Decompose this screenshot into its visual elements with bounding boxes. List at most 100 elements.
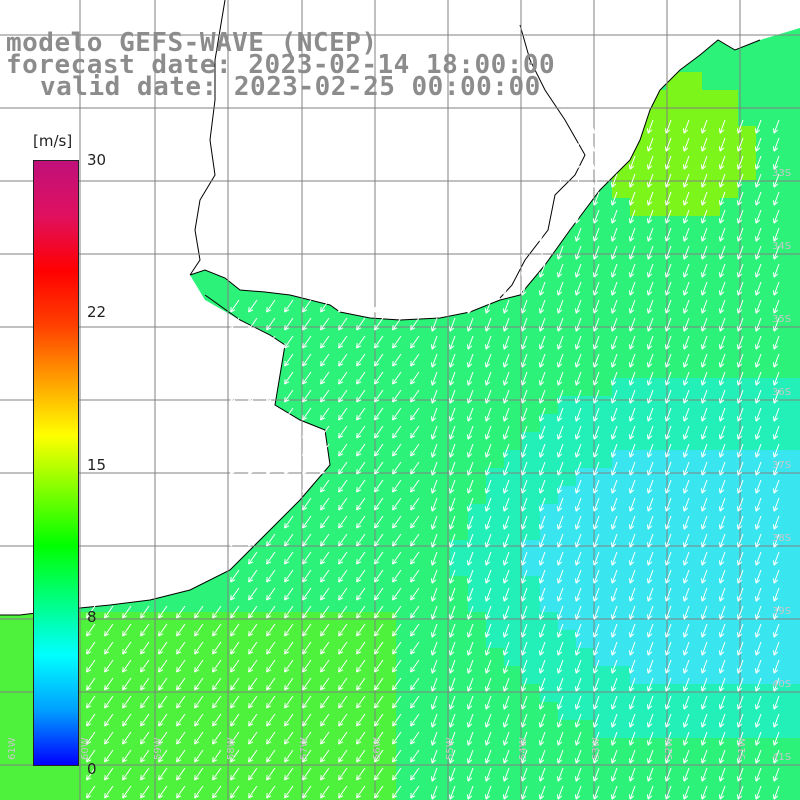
wind-speed-cell	[612, 684, 630, 702]
wind-speed-cell	[792, 180, 800, 198]
wind-speed-cell	[648, 396, 666, 414]
wind-speed-cell	[450, 414, 468, 432]
wind-speed-cell	[18, 738, 36, 756]
wind-speed-cell	[216, 288, 234, 306]
wind-speed-cell	[792, 432, 800, 450]
wind-speed-cell	[738, 666, 756, 684]
wind-speed-cell	[792, 306, 800, 324]
wind-arrow	[718, 173, 726, 188]
wind-speed-cell	[738, 342, 756, 360]
wind-speed-cell	[666, 648, 684, 666]
wind-speed-cell	[792, 540, 800, 558]
wind-speed-cell	[612, 378, 630, 396]
wind-arrow	[718, 209, 726, 224]
wind-arrow	[502, 263, 510, 278]
wind-speed-cell	[576, 720, 594, 738]
wind-speed-cell	[720, 666, 738, 684]
wind-speed-cell	[684, 90, 702, 108]
wind-speed-cell	[0, 630, 18, 648]
wind-arrow	[502, 299, 510, 314]
wind-speed-cell	[522, 774, 540, 792]
wind-speed-cell	[576, 594, 594, 612]
wind-speed-cell	[504, 666, 522, 684]
wind-arrow	[736, 245, 744, 260]
wind-speed-cell	[792, 684, 800, 702]
wind-arrow	[754, 281, 762, 296]
wind-arrow	[718, 155, 726, 170]
wind-speed-cell	[558, 738, 576, 756]
wind-speed-cell	[666, 720, 684, 738]
wind-speed-cell	[792, 486, 800, 504]
wind-speed-cell	[720, 504, 738, 522]
wind-speed-cell	[612, 450, 630, 468]
wind-speed-cell	[522, 540, 540, 558]
coastline	[0, 0, 761, 616]
wind-speed-cell	[468, 396, 486, 414]
wind-arrow	[556, 317, 564, 332]
wind-speed-cell	[558, 630, 576, 648]
wind-speed-cell	[684, 126, 702, 144]
wind-speed-cell	[342, 792, 360, 800]
wind-speed-cell	[792, 450, 800, 468]
wind-arrow	[338, 299, 348, 313]
wind-arrow	[302, 317, 312, 331]
wind-speed-cell	[612, 720, 630, 738]
wind-speed-cell	[720, 684, 738, 702]
wind-speed-cell	[774, 252, 792, 270]
wind-arrow	[592, 137, 600, 152]
wind-arrow	[574, 137, 582, 152]
wind-speed-cell	[720, 432, 738, 450]
wind-speed-cell	[522, 720, 540, 738]
wind-speed-cell	[450, 504, 468, 522]
wind-arrow	[718, 263, 726, 278]
wind-speed-cell	[666, 144, 684, 162]
wind-speed-cell	[648, 234, 666, 252]
wind-speed-cell	[738, 468, 756, 486]
wind-speed-cell	[612, 396, 630, 414]
wind-arrow	[556, 245, 564, 260]
wind-speed-cell	[540, 738, 558, 756]
longitude-label: 55W	[445, 737, 456, 760]
wind-speed-cell	[702, 594, 720, 612]
wind-speed-cell	[432, 522, 450, 540]
wind-speed-cell	[666, 576, 684, 594]
wind-speed-cell	[612, 270, 630, 288]
wind-speed-cell	[684, 270, 702, 288]
wind-arrow	[484, 281, 492, 296]
wind-speed-cell	[432, 558, 450, 576]
wind-speed-cell	[756, 486, 774, 504]
wind-speed-cell	[702, 144, 720, 162]
wind-speed-cell	[540, 594, 558, 612]
wind-speed-cell	[558, 648, 576, 666]
wind-speed-cell	[774, 36, 792, 54]
wind-speed-cell	[774, 630, 792, 648]
wind-speed-cell	[792, 720, 800, 738]
wind-speed-cell	[666, 180, 684, 198]
wind-speed-cell	[450, 450, 468, 468]
wind-arrow	[592, 299, 600, 314]
wind-speed-cell	[648, 774, 666, 792]
wind-speed-cell	[756, 432, 774, 450]
wind-speed-cell	[756, 288, 774, 306]
longitude-label: 56W	[372, 737, 383, 760]
wind-speed-cell	[234, 792, 252, 800]
wind-speed-cell	[432, 774, 450, 792]
wind-speed-cell	[738, 774, 756, 792]
wind-speed-cell	[792, 324, 800, 342]
wind-speed-cell	[738, 126, 756, 144]
wind-arrow	[736, 137, 744, 152]
wind-speed-cell	[378, 792, 396, 800]
wind-speed-cell	[756, 342, 774, 360]
wind-speed-cell	[684, 216, 702, 234]
wind-speed-cell	[432, 396, 450, 414]
wind-speed-cell	[486, 792, 504, 800]
wind-arrow	[736, 119, 744, 134]
wind-speed-cell	[738, 720, 756, 738]
wind-speed-cell	[522, 378, 540, 396]
wind-arrow	[556, 155, 564, 170]
wind-speed-cell	[684, 342, 702, 360]
wind-speed-cell	[792, 576, 800, 594]
wind-arrow	[736, 299, 744, 314]
wind-arrow	[646, 209, 654, 224]
